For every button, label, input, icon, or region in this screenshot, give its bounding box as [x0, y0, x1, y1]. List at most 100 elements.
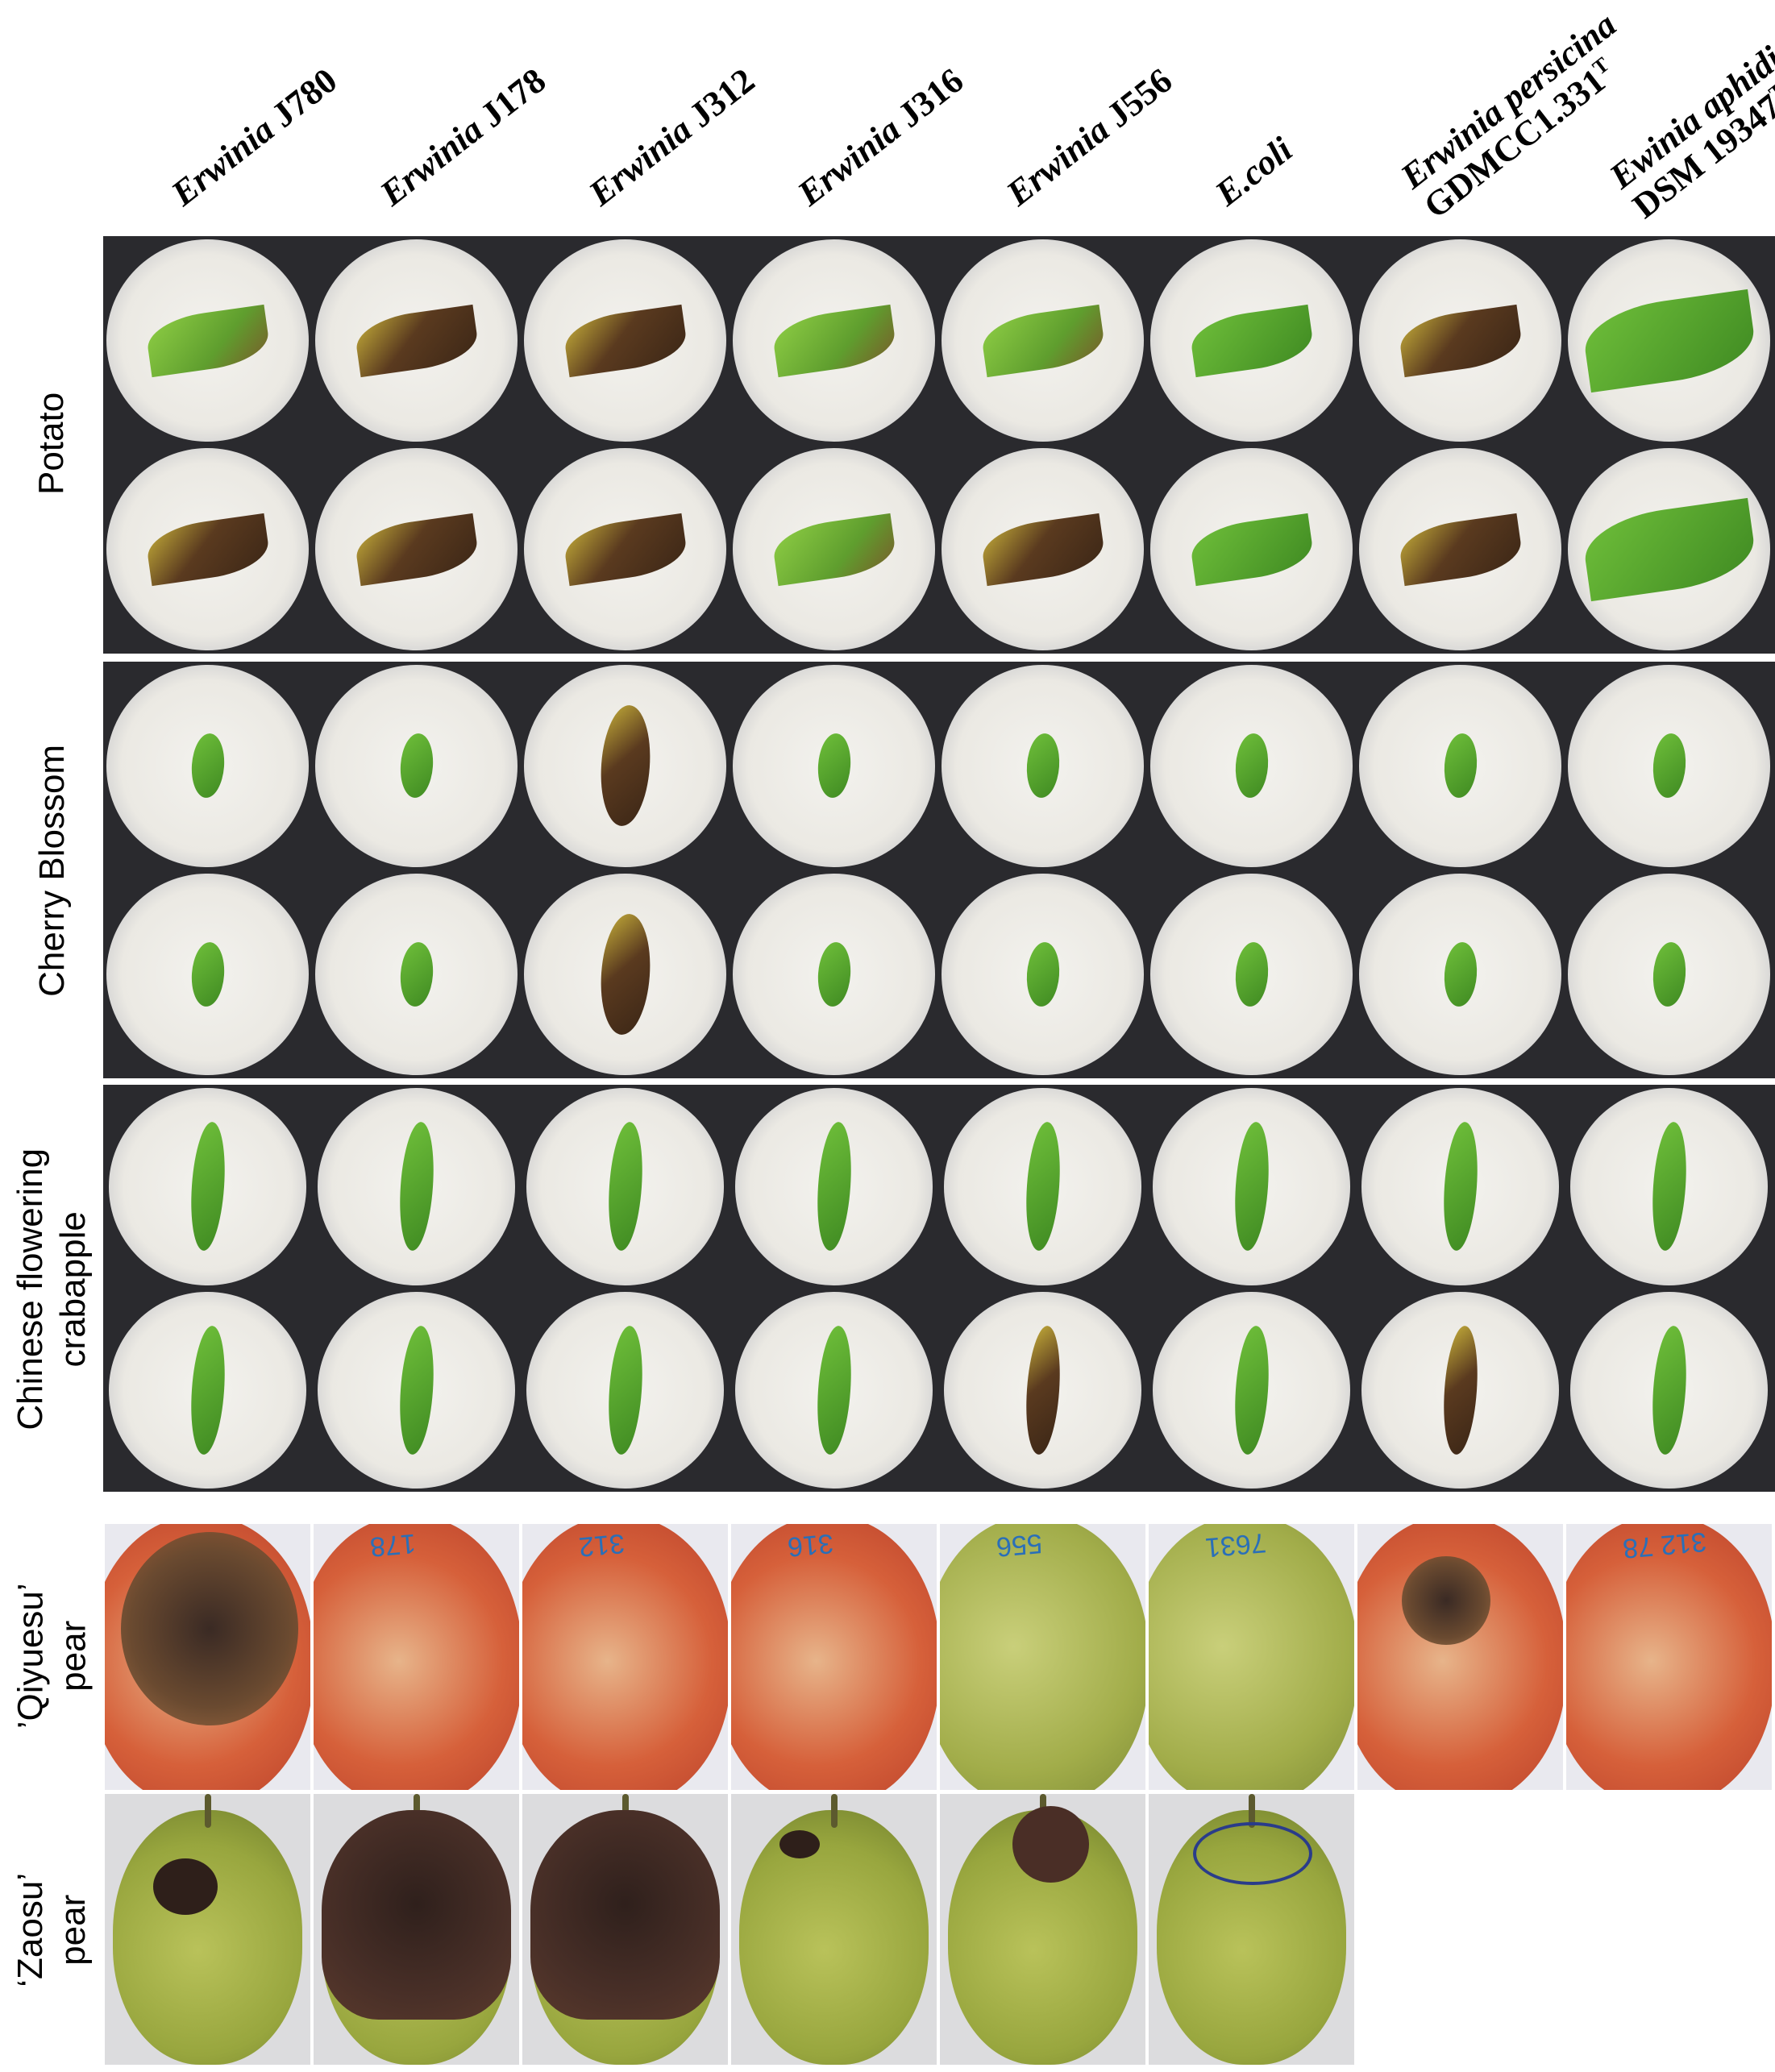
- pear-stem: [830, 1794, 838, 1828]
- column-header-8: Ewinia aphidicola DSM 19347T: [1602, 1, 1775, 226]
- crabapple-dish-col3-rep1: [521, 1085, 730, 1289]
- column-header-5: Erwinia J556: [999, 60, 1180, 214]
- crabapple-dish-col4-rep1: [730, 1085, 938, 1289]
- pear-fruit: [314, 1524, 519, 1790]
- pear-lesion: [121, 1532, 298, 1725]
- crabapple-dish-col5-rep1: [938, 1085, 1147, 1289]
- pear-lesion: [1193, 1822, 1312, 1885]
- crabapple-dish-col4-rep2: [730, 1289, 938, 1493]
- zaosu-pear-col3: [522, 1794, 728, 2065]
- cherry-blossom-leaf-panel: [103, 662, 1775, 1078]
- crabapple-dish-col5-rep2: [938, 1289, 1147, 1493]
- fruit-marking: 312: [577, 1527, 626, 1563]
- row-label-cherry-blossom: Cherry Blossom: [31, 744, 72, 997]
- pear-lesion: [1012, 1806, 1089, 1883]
- cherry-dish-col7-rep1: [1356, 662, 1565, 870]
- fruit-marking: 316: [786, 1527, 835, 1563]
- qiyuesu-pear-col1: [105, 1524, 310, 1790]
- potato-dish-col3-rep2: [521, 445, 730, 654]
- column-header-3: Erwinia J312: [581, 60, 763, 214]
- potato-dish-col1-rep1: [103, 236, 312, 445]
- crabapple-leaf-panel: [103, 1085, 1775, 1492]
- potato-dish-col5-rep2: [938, 445, 1147, 654]
- potato-dish-col8-rep2: [1565, 445, 1773, 654]
- pear-stem: [1248, 1794, 1255, 1828]
- zaosu-pear-col6: [1149, 1794, 1354, 2065]
- pear-stem: [204, 1794, 211, 1828]
- cherry-dish-col5-rep1: [938, 662, 1147, 870]
- column-header-6: E.coli: [1208, 129, 1300, 214]
- column-header-1: Erwinia J780: [164, 60, 345, 214]
- pear-lesion: [153, 1858, 218, 1915]
- cherry-dish-col6-rep2: [1147, 870, 1356, 1079]
- zaosu-pear-panel: [103, 1794, 1354, 2065]
- cherry-dish-col8-rep2: [1565, 870, 1773, 1079]
- column-header-4: Erwinia J316: [790, 60, 971, 214]
- pear-fruit: [739, 1810, 929, 2065]
- cherry-dish-col7-rep2: [1356, 870, 1565, 1079]
- qiyuesu-pear-col7: [1357, 1524, 1563, 1790]
- potato-dish-col8-rep1: [1565, 236, 1773, 445]
- pear-fruit: [731, 1524, 937, 1790]
- pear-lesion: [779, 1830, 820, 1858]
- potato-leaf-panel: [103, 236, 1775, 654]
- cherry-dish-col8-rep1: [1565, 662, 1773, 870]
- potato-dish-col3-rep1: [521, 236, 730, 445]
- fruit-marking: 178: [368, 1527, 418, 1563]
- crabapple-dish-col3-rep2: [521, 1289, 730, 1493]
- qiyuesu-pear-col3: 312: [522, 1524, 728, 1790]
- cherry-dish-col3-rep2: [521, 870, 730, 1079]
- crabapple-dish-col8-rep2: [1565, 1289, 1773, 1493]
- qiyuesu-pear-col4: 316: [731, 1524, 937, 1790]
- potato-dish-col7-rep2: [1356, 445, 1565, 654]
- pear-fruit: [1566, 1524, 1772, 1790]
- pear-fruit: [522, 1524, 728, 1790]
- qiyuesu-pear-col6: 7631: [1149, 1524, 1354, 1790]
- crabapple-dish-col7-rep2: [1356, 1289, 1565, 1493]
- pear-lesion: [530, 1810, 720, 2020]
- cherry-dish-col4-rep2: [730, 870, 938, 1079]
- qiyuesu-pear-col5: 556: [940, 1524, 1145, 1790]
- row-label-potato: Potato: [31, 392, 72, 495]
- fruit-marking: 556: [995, 1527, 1044, 1563]
- pear-fruit: [113, 1810, 302, 2065]
- pear-fruit: [1149, 1524, 1354, 1790]
- crabapple-dish-col2-rep1: [312, 1085, 521, 1289]
- crabapple-dish-col6-rep2: [1147, 1289, 1356, 1493]
- column-header-2: Erwinia J178: [372, 60, 554, 214]
- crabapple-dish-col2-rep2: [312, 1289, 521, 1493]
- cherry-dish-col1-rep1: [103, 662, 312, 870]
- potato-dish-col5-rep1: [938, 236, 1147, 445]
- cherry-dish-col2-rep2: [312, 870, 521, 1079]
- zaosu-pear-col2: [314, 1794, 519, 2065]
- pear-lesion: [322, 1810, 511, 2020]
- potato-dish-col2-rep2: [312, 445, 521, 654]
- crabapple-dish-col7-rep1: [1356, 1085, 1565, 1289]
- potato-dish-col6-rep1: [1147, 236, 1356, 445]
- cherry-dish-col1-rep2: [103, 870, 312, 1079]
- crabapple-dish-col8-rep1: [1565, 1085, 1773, 1289]
- potato-dish-col6-rep2: [1147, 445, 1356, 654]
- pear-fruit: [940, 1524, 1145, 1790]
- zaosu-pear-col4: [731, 1794, 937, 2065]
- cherry-dish-col6-rep1: [1147, 662, 1356, 870]
- fruit-marking: 7631: [1203, 1526, 1268, 1563]
- qiyuesu-pear-col8: 312 78: [1566, 1524, 1772, 1790]
- zaosu-pear-col1: [105, 1794, 310, 2065]
- potato-dish-col1-rep2: [103, 445, 312, 654]
- row-label-zaosu-pear: ‘Zaosu’ pear: [10, 1873, 93, 1987]
- crabapple-dish-col1-rep1: [103, 1085, 312, 1289]
- potato-dish-col4-rep2: [730, 445, 938, 654]
- potato-dish-col4-rep1: [730, 236, 938, 445]
- column-header-7: Erwinia persicina GDMCC1.331T: [1393, 4, 1623, 226]
- row-label-chinese-flowering-crabapple: Chinese flowering crabapple: [10, 1148, 93, 1430]
- crabapple-dish-col1-rep2: [103, 1289, 312, 1493]
- qiyuesu-pear-panel: 178 312 316 556 7631 312 78: [103, 1524, 1775, 1790]
- potato-dish-col2-rep1: [312, 236, 521, 445]
- zaosu-pear-col5: [940, 1794, 1145, 2065]
- pear-lesion: [1402, 1556, 1490, 1645]
- qiyuesu-pear-col2: 178: [314, 1524, 519, 1790]
- crabapple-dish-col6-rep1: [1147, 1085, 1356, 1289]
- cherry-dish-col4-rep1: [730, 662, 938, 870]
- cherry-dish-col2-rep1: [312, 662, 521, 870]
